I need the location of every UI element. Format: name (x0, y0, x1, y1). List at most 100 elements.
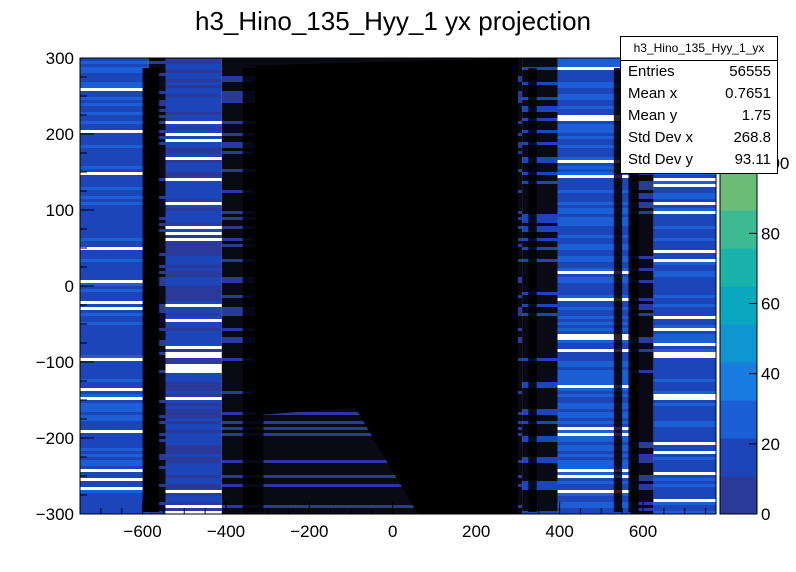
heatmap-cell (630, 247, 654, 250)
heatmap-cell (80, 61, 149, 64)
heatmap-cell (165, 403, 222, 406)
heatmap-cell (630, 208, 654, 211)
heatmap-cell (522, 178, 558, 181)
heatmap-cell (630, 328, 654, 331)
heatmap-cell (80, 229, 149, 232)
heatmap-cell (522, 172, 558, 175)
heatmap-cell (165, 154, 222, 157)
x-tick-label: 600 (629, 522, 657, 541)
heatmap-cell (653, 244, 716, 247)
heatmap-cell (557, 343, 631, 346)
heatmap-cell (80, 82, 149, 85)
x-tick-label: 400 (545, 522, 573, 541)
y-tick-label: 300 (46, 49, 74, 68)
heatmap-cell (557, 229, 631, 232)
heatmap-cell (522, 112, 558, 115)
heatmap-cell (557, 97, 631, 100)
heatmap-cell (522, 184, 558, 187)
heatmap-cell (165, 376, 222, 379)
heatmap-band (165, 58, 222, 511)
heatmap-cell (80, 76, 149, 79)
heatmap-cell (630, 421, 654, 424)
heatmap-cell (522, 229, 558, 232)
heatmap-cell (80, 415, 149, 418)
heatmap-cell (522, 511, 558, 514)
heatmap-cell (522, 322, 558, 325)
heatmap-cell (522, 250, 558, 253)
heatmap-cell (522, 154, 558, 157)
heatmap-cell (630, 376, 654, 379)
heatmap-cell (557, 388, 631, 391)
heatmap-cell (80, 367, 149, 370)
heatmap-cell (80, 268, 149, 271)
heatmap-cell (653, 454, 716, 457)
heatmap-cell (522, 202, 558, 205)
heatmap-cell (165, 277, 222, 280)
heatmap-cell (165, 391, 222, 394)
heatmap-cell (630, 223, 654, 226)
heatmap-cell (653, 247, 716, 250)
heatmap-cell (165, 427, 222, 430)
heatmap-cell (80, 94, 149, 97)
heatmap-cell (165, 70, 222, 73)
heatmap-cell (557, 367, 631, 370)
heatmap-cell (630, 457, 654, 460)
heatmap-cell (522, 451, 558, 454)
heatmap-cell (630, 340, 654, 343)
heatmap-cell (522, 97, 558, 100)
heatmap-cell (80, 493, 149, 496)
heatmap-cell (165, 136, 222, 139)
heatmap-cell (557, 205, 631, 208)
heatmap-cell (630, 274, 654, 277)
heatmap-cell (165, 295, 222, 298)
heatmap-cell (653, 475, 716, 478)
heatmap-cell (522, 457, 558, 460)
heatmap-cell (557, 400, 631, 403)
palette-swatch (720, 495, 757, 515)
heatmap-cell (557, 466, 631, 469)
heatmap-cell (630, 382, 654, 385)
heatmap-cell (165, 217, 222, 220)
heatmap-cell (653, 418, 716, 421)
heatmap-cell (80, 391, 149, 394)
heatmap-cell (80, 499, 149, 502)
heatmap-cell (165, 316, 222, 319)
heatmap-cell (557, 373, 631, 376)
heatmap-cell (557, 241, 631, 244)
heatmap-cell (630, 463, 654, 466)
heatmap-cell (653, 427, 716, 430)
heatmap-cell (630, 319, 654, 322)
heatmap-cell (630, 301, 654, 304)
heatmap-cell (522, 79, 558, 82)
heatmap-cell (557, 133, 631, 136)
heatmap-cell (80, 85, 149, 88)
heatmap-cell (80, 484, 149, 487)
heatmap-cell (522, 280, 558, 283)
heatmap-cell (165, 118, 222, 121)
heatmap-cell (653, 478, 716, 481)
heatmap-cell (80, 496, 149, 499)
heatmap-cell (653, 484, 716, 487)
heatmap-cell (557, 202, 631, 205)
heatmap-cell (165, 85, 222, 88)
heatmap-cell (630, 193, 654, 196)
heatmap-cell (165, 190, 222, 193)
heatmap-cell (165, 67, 222, 70)
heatmap-cell (557, 379, 631, 382)
heatmap-cell (557, 397, 631, 400)
heatmap-cell (165, 124, 222, 127)
axes: −600 −400 −200 0 200 400 600 300 200 100 0 −100 −200… (36, 49, 717, 541)
heatmap-cell (653, 436, 716, 439)
heatmap-cell (630, 214, 654, 217)
heatmap-cell (630, 217, 654, 220)
heatmap-cell (165, 241, 222, 244)
heatmap-cell (557, 496, 631, 499)
heatmap-cell (80, 457, 149, 460)
heatmap-cell (522, 169, 558, 172)
heatmap-cell (80, 160, 149, 163)
stats-label: Entries (628, 63, 675, 80)
heatmap-cell (165, 97, 222, 100)
heatmap-cell (557, 262, 631, 265)
heatmap-cell (522, 268, 558, 271)
heatmap-cell (653, 433, 716, 436)
